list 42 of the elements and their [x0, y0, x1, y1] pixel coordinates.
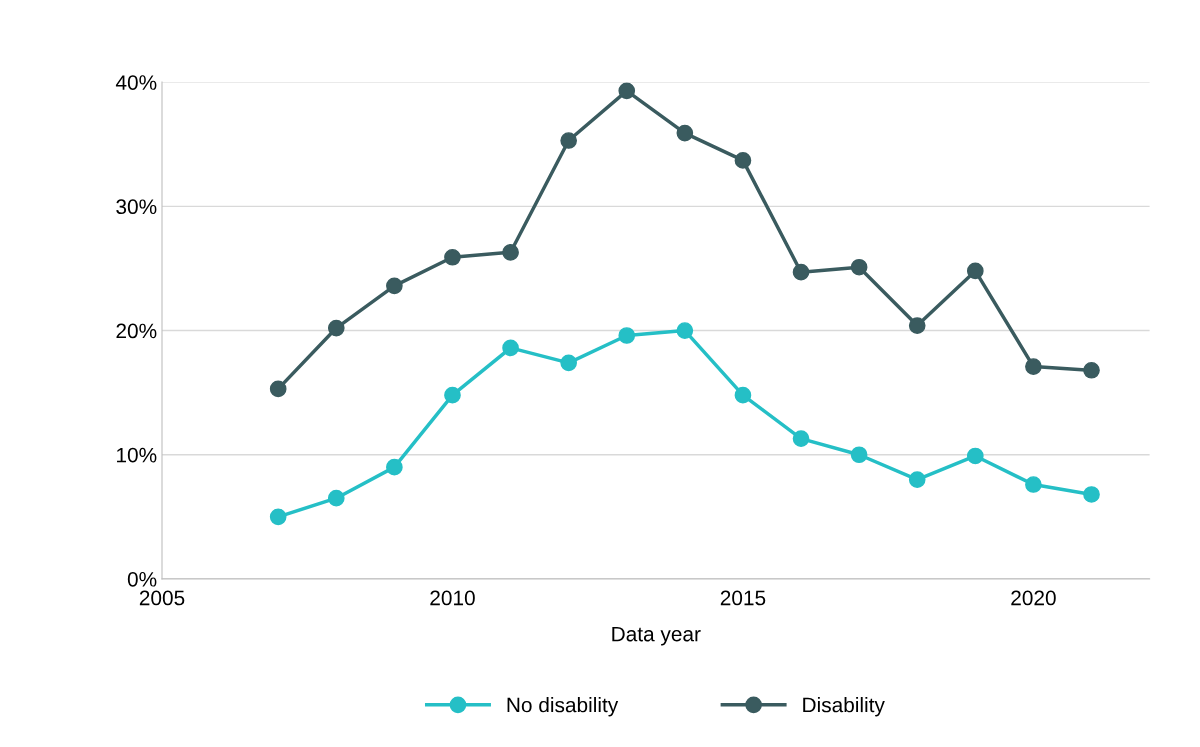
point: [908, 471, 926, 488]
point: [676, 322, 694, 339]
y-tick-label: 10%: [117, 447, 157, 463]
point: [560, 132, 577, 149]
point: [966, 447, 984, 465]
point: [792, 263, 810, 281]
point: [269, 508, 287, 526]
point: [444, 248, 461, 266]
y-tick-label: 20%: [116, 323, 157, 339]
point: [618, 327, 636, 344]
point: [618, 82, 636, 100]
x-tick-label: 2010: [430, 590, 475, 606]
x-axis-title: Data year: [612, 626, 701, 646]
legend-label: No disability: [507, 697, 619, 717]
point: [327, 489, 345, 507]
point: [734, 386, 752, 404]
x-tick-label: 2020: [1011, 590, 1056, 606]
y-tick-label: 40%: [115, 75, 157, 90]
point: [502, 243, 519, 261]
x-tick-label: 2015: [720, 590, 766, 606]
point: [734, 152, 752, 169]
point: [1083, 486, 1100, 503]
point: [676, 124, 694, 142]
legend-label: Disability: [803, 697, 885, 717]
point: [792, 430, 810, 447]
point: [269, 380, 287, 398]
point: [908, 317, 926, 334]
point: [1025, 476, 1042, 493]
x-tick-label: 2005: [139, 590, 185, 606]
point: [386, 458, 403, 476]
point: [850, 258, 868, 276]
y-tick-label: 30%: [116, 199, 157, 215]
point: [386, 277, 403, 295]
point: [1025, 358, 1042, 375]
point: [444, 386, 461, 404]
point: [966, 262, 984, 280]
point: [1083, 361, 1100, 379]
point: [502, 339, 519, 357]
point: [850, 446, 868, 464]
point: [560, 354, 577, 372]
y-tick-label: 0%: [127, 571, 157, 587]
point: [327, 319, 345, 337]
